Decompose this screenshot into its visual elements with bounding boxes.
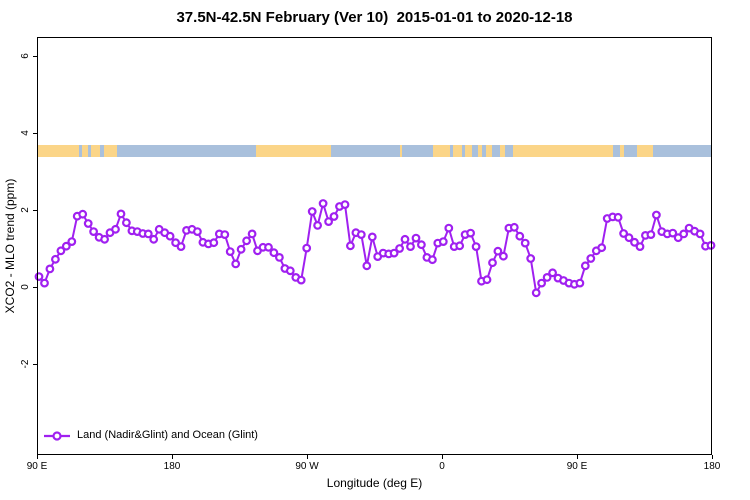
plot-border — [37, 37, 712, 455]
surface-type-band — [37, 145, 712, 157]
x-axis-ticks: 90 E 180 90 W 0 90 E 180 — [27, 455, 721, 472]
svg-text:180: 180 — [164, 461, 181, 472]
chart-title: 37.5N-42.5N February (Ver 10) 2015-01-01… — [176, 9, 573, 26]
data-series-markers — [34, 199, 716, 298]
svg-text:4: 4 — [20, 130, 31, 136]
x-axis-title: Longitude (deg E) — [326, 476, 423, 490]
svg-text:6: 6 — [20, 53, 31, 59]
legend-label: Land (Nadir&Glint) and Ocean (Glint) — [77, 429, 258, 441]
svg-text:180: 180 — [704, 461, 721, 472]
svg-text:90 W: 90 W — [295, 461, 319, 472]
y-axis-ticks: -2 0 2 4 6 — [20, 53, 37, 368]
svg-text:0: 0 — [20, 284, 31, 290]
legend-marker — [44, 431, 70, 441]
svg-text:0: 0 — [439, 461, 445, 472]
svg-text:2: 2 — [20, 207, 31, 213]
svg-text:-2: -2 — [20, 359, 31, 368]
svg-text:90 E: 90 E — [567, 461, 588, 472]
svg-text:90 E: 90 E — [27, 461, 48, 472]
